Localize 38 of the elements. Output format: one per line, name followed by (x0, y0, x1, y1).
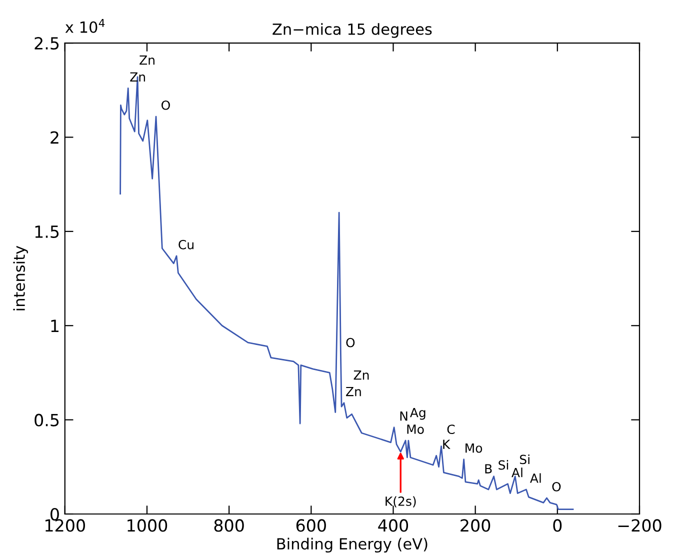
annotation: O (552, 482, 561, 492)
chart-title: Zn−mica 15 degrees (272, 23, 432, 38)
y-tick-label: 1.5 (35, 226, 59, 238)
annotation: O (162, 100, 170, 110)
annotation: Si (498, 460, 508, 470)
annotation: Si (520, 454, 530, 464)
annotation: Ag (410, 408, 426, 420)
annotation: Mo (407, 424, 424, 434)
annotation: K (443, 440, 450, 449)
y-tick-label: 2 (50, 131, 58, 144)
y-axis-title: intensity (13, 246, 28, 310)
annotation: Zn (140, 56, 154, 65)
annotation: Al (512, 468, 522, 478)
y-tick-label: 0 (50, 508, 59, 521)
annotation: Mo (466, 443, 482, 453)
annotation: C (447, 424, 455, 434)
x-axis-title: Binding Energy (eV) (277, 538, 428, 553)
annotation: B (485, 464, 492, 474)
x-tick-label: 0 (553, 519, 562, 532)
y-tick-label: 2.5 (34, 37, 59, 50)
annotation: K(2s) (386, 496, 416, 508)
annotation: O (346, 338, 355, 348)
x-tick-label: 1000 (128, 519, 168, 532)
y-tick-label: 0.5 (34, 414, 59, 426)
x-tick-label: −200 (618, 519, 662, 532)
text: x 10$^{4}$ (65, 19, 105, 33)
x-tick-label: 200 (460, 519, 490, 532)
annotation: Al (530, 473, 541, 483)
annotation: N (400, 411, 408, 421)
annotation: Zn (130, 72, 146, 82)
annotation: Zn (354, 370, 369, 380)
y-tick-label: 1 (51, 320, 58, 332)
x-tick-label: 400 (378, 519, 408, 532)
annotation: Zn (346, 386, 361, 396)
x-tick-label: 1200 (46, 519, 85, 532)
annotation: Cu (178, 240, 194, 250)
x-tick-label: 600 (296, 519, 326, 532)
x-tick-label: 800 (214, 519, 244, 532)
